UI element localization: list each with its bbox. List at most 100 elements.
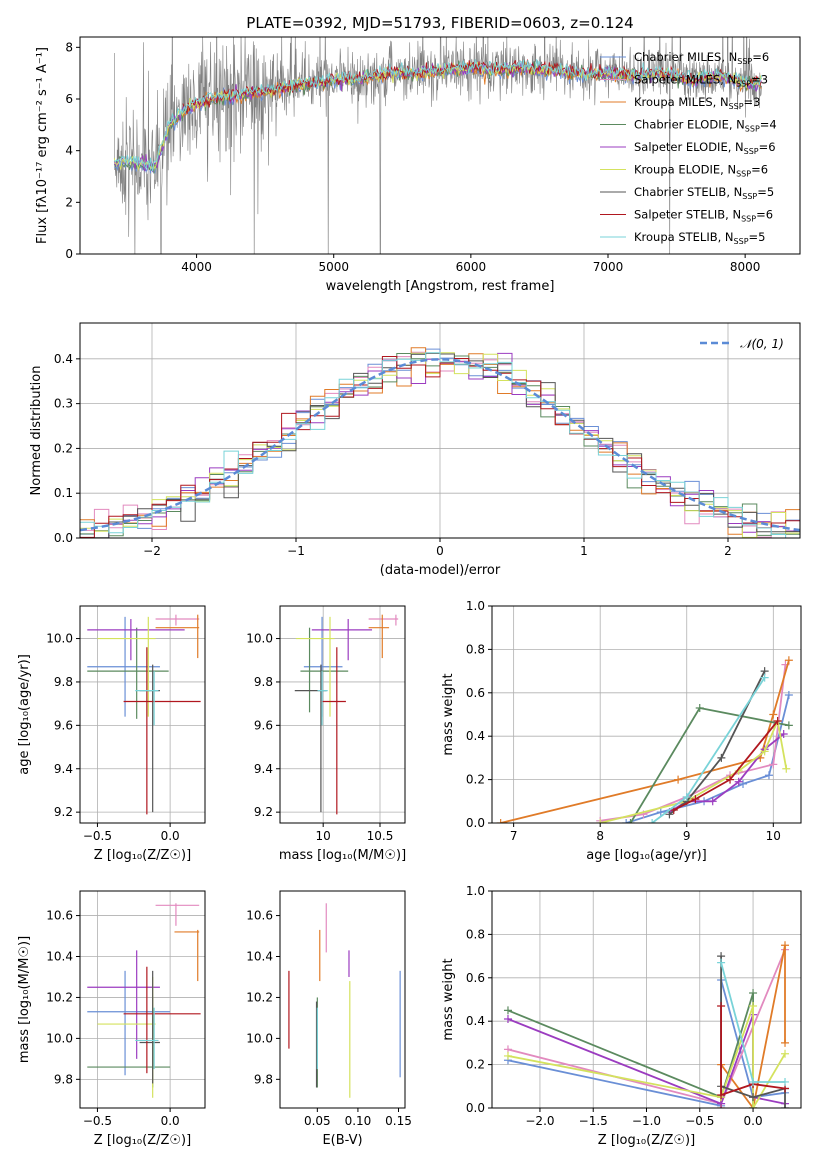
x-axis-label: Z [log₁₀(Z/Z☉)]	[598, 1133, 695, 1148]
legend-label: Chabrier STELIB, N	[634, 185, 742, 199]
legend-sub: SSP	[742, 192, 757, 201]
legend-label: Kroupa ELODIE, N	[634, 163, 736, 177]
axes-frame	[279, 890, 406, 1109]
y-tick-label: 9.2	[254, 805, 273, 819]
weight-point-marker	[717, 1002, 726, 1011]
y-tick-label: 9.8	[254, 1072, 273, 1086]
legend-suffix: =6	[756, 208, 773, 222]
y-tick-label: 0	[65, 247, 73, 261]
axes-frame	[79, 36, 801, 255]
legend-entry: Salpeter STELIB, NSSP=6	[634, 208, 773, 224]
y-tick-label: 9.8	[254, 675, 273, 689]
weight-point-marker	[760, 747, 769, 756]
legend-label: Salpeter STELIB, N	[634, 208, 741, 222]
weight-point-marker	[503, 1051, 512, 1060]
weight-point-marker	[695, 703, 704, 712]
y-tick-label: 0.3	[54, 397, 73, 411]
weight-point-marker	[503, 1015, 512, 1024]
weight-series-line	[629, 706, 790, 823]
weight-series-line	[599, 717, 788, 823]
legend-label: Kroupa MILES, N	[634, 95, 729, 109]
y-tick-label: 0.2	[54, 441, 73, 455]
y-tick-label: 4	[65, 144, 73, 158]
x-tick-label: 8000	[730, 260, 761, 274]
legend-sub: SSP	[745, 125, 760, 134]
x-tick-label: 10.5	[367, 829, 394, 843]
axes-frame	[491, 605, 802, 824]
legend-sub: SSP	[737, 57, 752, 66]
weight-point-marker	[760, 673, 769, 682]
legend-sub: SSP	[741, 215, 756, 224]
chart-weight-vs-age: 7 8 9 10 0.0 0.2 0.4 0.6 0.8 1.0 age [log₁₀(age/yr…	[441, 599, 802, 863]
legend-entry: 𝒩(0, 1)	[740, 337, 784, 351]
x-axis-label: wavelength [Angstrom, rest frame]	[326, 279, 555, 294]
x-axis-label: mass [log₁₀(M/M☉)]	[279, 848, 406, 863]
legend-entry: Chabrier MILES, NSSP=6	[634, 50, 769, 66]
weight-point-marker	[674, 775, 683, 784]
figure-title: PLATE=0392, MJD=51793, FIBERID=0603, z=0…	[246, 14, 633, 32]
normal-curve-line	[80, 358, 800, 532]
x-tick-label: 10	[766, 829, 781, 843]
x-tick-label: 5000	[318, 260, 349, 274]
weight-series-line	[720, 1006, 786, 1097]
plot-area	[288, 903, 401, 1098]
y-tick-label: 9.2	[54, 805, 73, 819]
y-axis-label: mass [log₁₀(M/M☉)]	[17, 936, 32, 1063]
x-tick-label: 8	[596, 829, 604, 843]
y-tick-label: 0.6	[466, 971, 485, 985]
plot-area	[294, 614, 399, 815]
y-tick-label: 0.2	[466, 773, 485, 787]
weight-point-marker	[496, 819, 505, 823]
y-tick-label: 0.0	[466, 1101, 485, 1115]
weight-point-marker	[749, 1077, 758, 1086]
x-tick-label: 0	[436, 544, 444, 558]
weight-point-marker	[773, 717, 782, 726]
y-tick-label: 9.4	[54, 762, 73, 776]
chart-spectrum: 4000 5000 6000 7000 8000 0 2 4 6 8 wavelength [Ang…	[35, 36, 801, 294]
x-tick-label: 4000	[181, 260, 212, 274]
legend-label: Salpeter MILES, N	[634, 73, 736, 87]
axes-frame	[79, 890, 206, 1109]
x-tick-label: 10	[316, 829, 331, 843]
x-axis-label: age [log₁₀(age/yr)]	[586, 848, 707, 863]
y-tick-label: 0.4	[466, 1014, 485, 1028]
y-tick-label: 0.4	[54, 352, 73, 366]
x-tick-label: 7000	[593, 260, 624, 274]
legend-suffix: =6	[759, 140, 776, 154]
x-axis-label: (data-model)/error	[380, 563, 501, 578]
legend-entry: Chabrier STELIB, NSSP=5	[634, 185, 774, 201]
chart-age-vs-z: −0.5 0.0 9.2 9.4 9.6 9.8 10.0 Z [log₁₀(Z/Z☉)] ag…	[17, 605, 206, 863]
weight-point-marker	[779, 730, 788, 739]
weight-point-marker	[784, 656, 793, 665]
y-tick-label: 1.0	[466, 599, 485, 613]
y-tick-label: 10.4	[46, 950, 73, 964]
weight-series-line	[673, 720, 779, 811]
weight-point-marker	[717, 1090, 726, 1099]
legend-entry: Kroupa STELIB, NSSP=5	[634, 230, 765, 246]
y-tick-label: 10.0	[46, 632, 73, 646]
y-tick-label: 10.6	[46, 909, 73, 923]
legend-suffix: =4	[760, 118, 777, 132]
model-spectrum-line	[113, 58, 763, 172]
plot-area	[113, 37, 763, 254]
weight-series-line	[625, 694, 790, 823]
weight-point-marker	[739, 779, 748, 788]
y-tick-label: 10.0	[246, 1031, 273, 1045]
legend-label: Kroupa STELIB, N	[634, 230, 734, 244]
weight-point-marker	[626, 819, 635, 823]
y-axis-label: Flux [fλ10⁻¹⁷ erg cm⁻² s⁻¹ A⁻¹]	[35, 47, 50, 244]
x-tick-label: 0.0	[744, 1114, 763, 1128]
x-tick-label: −0.5	[83, 1114, 112, 1128]
residual-histogram-step	[80, 356, 800, 538]
weight-point-marker	[784, 721, 793, 730]
x-tick-label: −1.5	[579, 1114, 608, 1128]
legend-suffix: =5	[749, 230, 766, 244]
x-tick-label: −0.5	[83, 829, 112, 843]
weight-point-marker	[717, 753, 726, 762]
weight-point-marker	[665, 810, 674, 819]
weight-point-marker	[749, 1093, 758, 1102]
chart-age-vs-mass: 10 10.5 9.2 9.4 9.6 9.8 10.0 mass [log₁₀(M/M☉)]	[246, 605, 406, 863]
y-axis-label: Normed distribution	[29, 366, 44, 496]
plot-area	[503, 941, 790, 1108]
